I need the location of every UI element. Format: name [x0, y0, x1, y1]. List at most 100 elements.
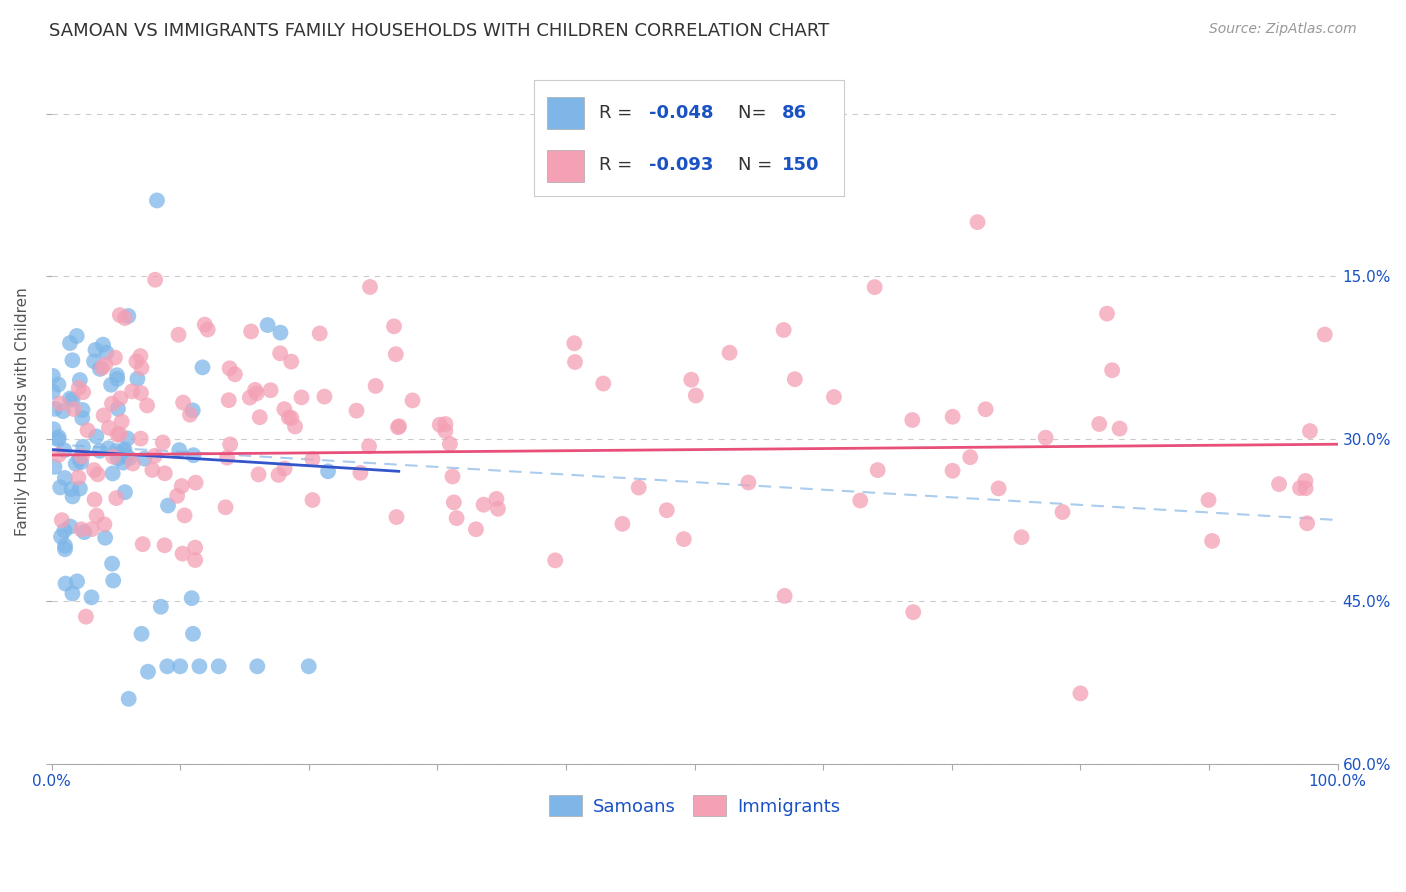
Point — [75, 609, 97, 624]
Point — [59, 519, 82, 533]
Point — [152, 435, 174, 450]
Point — [941, 464, 963, 478]
Point — [62, 586, 84, 600]
Point — [273, 461, 295, 475]
Point — [387, 420, 409, 434]
Point — [214, 500, 236, 515]
Point — [243, 383, 266, 397]
Point — [104, 351, 127, 365]
Point — [172, 395, 194, 409]
Point — [83, 492, 105, 507]
Point — [55, 576, 77, 591]
Point — [224, 368, 246, 382]
Point — [1095, 307, 1118, 321]
Point — [107, 428, 129, 442]
Point — [208, 659, 231, 673]
Point — [249, 410, 271, 425]
Point — [284, 419, 307, 434]
Point — [129, 432, 152, 446]
Point — [564, 355, 586, 369]
Point — [465, 522, 488, 536]
Point — [107, 451, 129, 466]
Point — [105, 444, 128, 458]
Point — [157, 499, 180, 513]
Point — [67, 452, 90, 467]
Point — [93, 517, 115, 532]
Point — [101, 467, 124, 481]
Point — [149, 599, 172, 614]
Point — [107, 401, 129, 416]
Point — [44, 459, 66, 474]
Point — [280, 354, 302, 368]
Point — [53, 443, 76, 458]
Point — [382, 319, 405, 334]
Point — [48, 433, 70, 447]
Point — [114, 485, 136, 500]
Point — [129, 386, 152, 401]
Point — [121, 457, 143, 471]
Point — [62, 392, 84, 407]
Point — [429, 417, 451, 432]
Point — [1289, 481, 1312, 495]
Point — [143, 449, 166, 463]
Point — [301, 493, 323, 508]
Legend: Samoans, Immigrants: Samoans, Immigrants — [540, 787, 849, 825]
Point — [239, 391, 262, 405]
Point — [97, 421, 120, 435]
Point — [169, 659, 191, 673]
Point — [1069, 686, 1091, 700]
Point — [96, 345, 118, 359]
Point — [655, 503, 678, 517]
Point — [105, 491, 128, 505]
Point — [131, 537, 153, 551]
Point — [959, 450, 981, 465]
Point — [60, 482, 83, 496]
Point — [86, 467, 108, 482]
Point — [987, 482, 1010, 496]
Point — [70, 450, 93, 464]
Point — [349, 466, 371, 480]
Point — [117, 309, 139, 323]
Point — [240, 325, 263, 339]
Point — [42, 368, 65, 383]
Point — [59, 336, 82, 351]
Point — [105, 368, 128, 383]
Point — [91, 360, 114, 375]
Point — [783, 372, 806, 386]
Point — [53, 542, 76, 557]
Point — [612, 516, 634, 531]
Point — [49, 396, 72, 410]
Point — [259, 383, 281, 397]
Point — [60, 353, 83, 368]
Text: -0.048: -0.048 — [648, 103, 713, 121]
Point — [118, 451, 141, 466]
Point — [439, 437, 461, 451]
Point — [1035, 431, 1057, 445]
Point — [385, 510, 408, 524]
Point — [66, 329, 89, 343]
Point — [167, 443, 190, 458]
Point — [42, 422, 65, 436]
Point — [314, 390, 336, 404]
Point — [218, 361, 240, 376]
Point — [298, 659, 321, 673]
Point — [179, 408, 201, 422]
Point — [485, 491, 508, 506]
Point — [966, 215, 988, 229]
Point — [153, 538, 176, 552]
Text: SAMOAN VS IMMIGRANTS FAMILY HOUSEHOLDS WITH CHILDREN CORRELATION CHART: SAMOAN VS IMMIGRANTS FAMILY HOUSEHOLDS W… — [49, 22, 830, 40]
Point — [48, 377, 70, 392]
Point — [247, 467, 270, 482]
Point — [115, 449, 138, 463]
Point — [1101, 363, 1123, 377]
Point — [62, 402, 84, 417]
Point — [269, 326, 291, 340]
Point — [219, 437, 242, 451]
Point — [472, 498, 495, 512]
Point — [67, 381, 90, 395]
Point — [443, 495, 465, 509]
Point — [773, 589, 796, 603]
Point — [167, 327, 190, 342]
Point — [94, 357, 117, 371]
Point — [903, 605, 925, 619]
